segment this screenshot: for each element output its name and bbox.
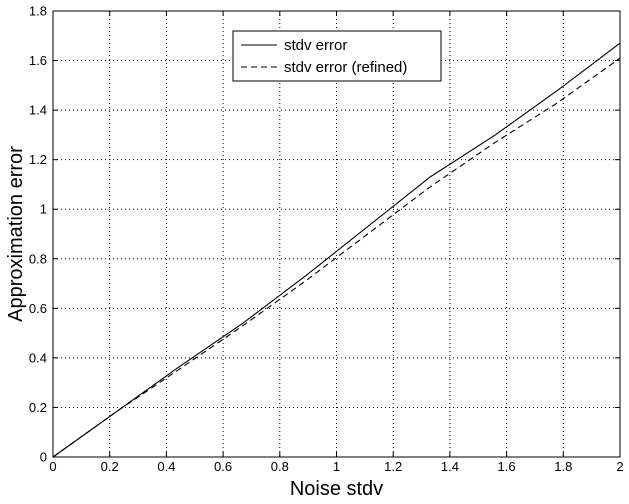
x-tick-label: 1.6 [498,459,516,474]
series-line-stdv-error [52,42,621,458]
y-tick-label: 1.2 [29,152,47,167]
x-axis-label: Noise stdv [290,478,383,499]
grid [53,11,620,457]
x-tick-label: 1.4 [441,459,459,474]
y-tick-label: 0.8 [29,251,47,266]
y-tick-label: 0.6 [29,301,47,316]
x-tick-label: 1 [333,459,340,474]
series-line-stdv-error-refined [52,57,621,458]
x-tick-label: 0 [49,459,56,474]
x-tick-label: 2 [616,459,623,474]
legend-label-stdv-error-refined: stdv error (refined) [284,59,407,76]
y-tick-label: 1.4 [29,103,47,118]
x-tick-label: 0.2 [101,459,119,474]
y-tick-label: 0 [40,450,47,465]
series-lines [52,42,621,458]
x-tick-label: 0.6 [214,459,232,474]
y-tick-label: 1.6 [29,53,47,68]
legend-box [232,30,442,82]
y-tick-label: 1.8 [29,4,47,19]
x-tick-label: 0.8 [271,459,289,474]
y-tick-label: 0.4 [29,350,47,365]
axis-ticks: 0 0.2 0.4 0.6 0.8 1 1.2 1.4 1.6 1.8 2 0 0.2 0.4 0.6 0.8… [29,4,624,475]
legend-label-stdv-error: stdv error [284,37,347,54]
y-tick-label: 0.2 [29,400,47,415]
y-axis-label: Approximation error [5,146,27,322]
legend: stdv error stdv error (refined) [232,30,442,82]
y-tick-label: 1 [40,202,47,217]
x-tick-label: 0.4 [157,459,175,474]
x-tick-label: 1.8 [554,459,572,474]
x-tick-label: 1.2 [384,459,402,474]
